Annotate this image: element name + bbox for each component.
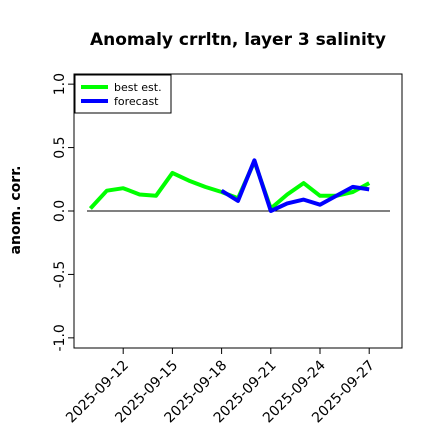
series-lines: [88, 158, 371, 213]
legend-label-best-est: best est.: [114, 81, 162, 94]
legend: best est. forecast: [74, 74, 172, 114]
y-tick-label: 0.0: [52, 200, 68, 222]
y-tick-label: 1.0: [52, 73, 68, 95]
x-ticks: 2025-09-122025-09-152025-09-182025-09-21…: [63, 348, 378, 426]
y-tick-label: -0.5: [52, 261, 68, 288]
chart-title: Anomaly crrltn, layer 3 salinity: [90, 30, 386, 50]
series-line-1: [220, 158, 370, 213]
legend-box: [74, 74, 172, 114]
y-tick-label: -1.0: [52, 324, 68, 351]
y-tick-label: 0.5: [52, 136, 68, 158]
y-axis-label: anom. corr.: [8, 166, 24, 255]
legend-label-forecast: forecast: [114, 95, 159, 108]
y-ticks: -1.0 -0.5 0.0 0.5 1.0: [52, 73, 74, 352]
